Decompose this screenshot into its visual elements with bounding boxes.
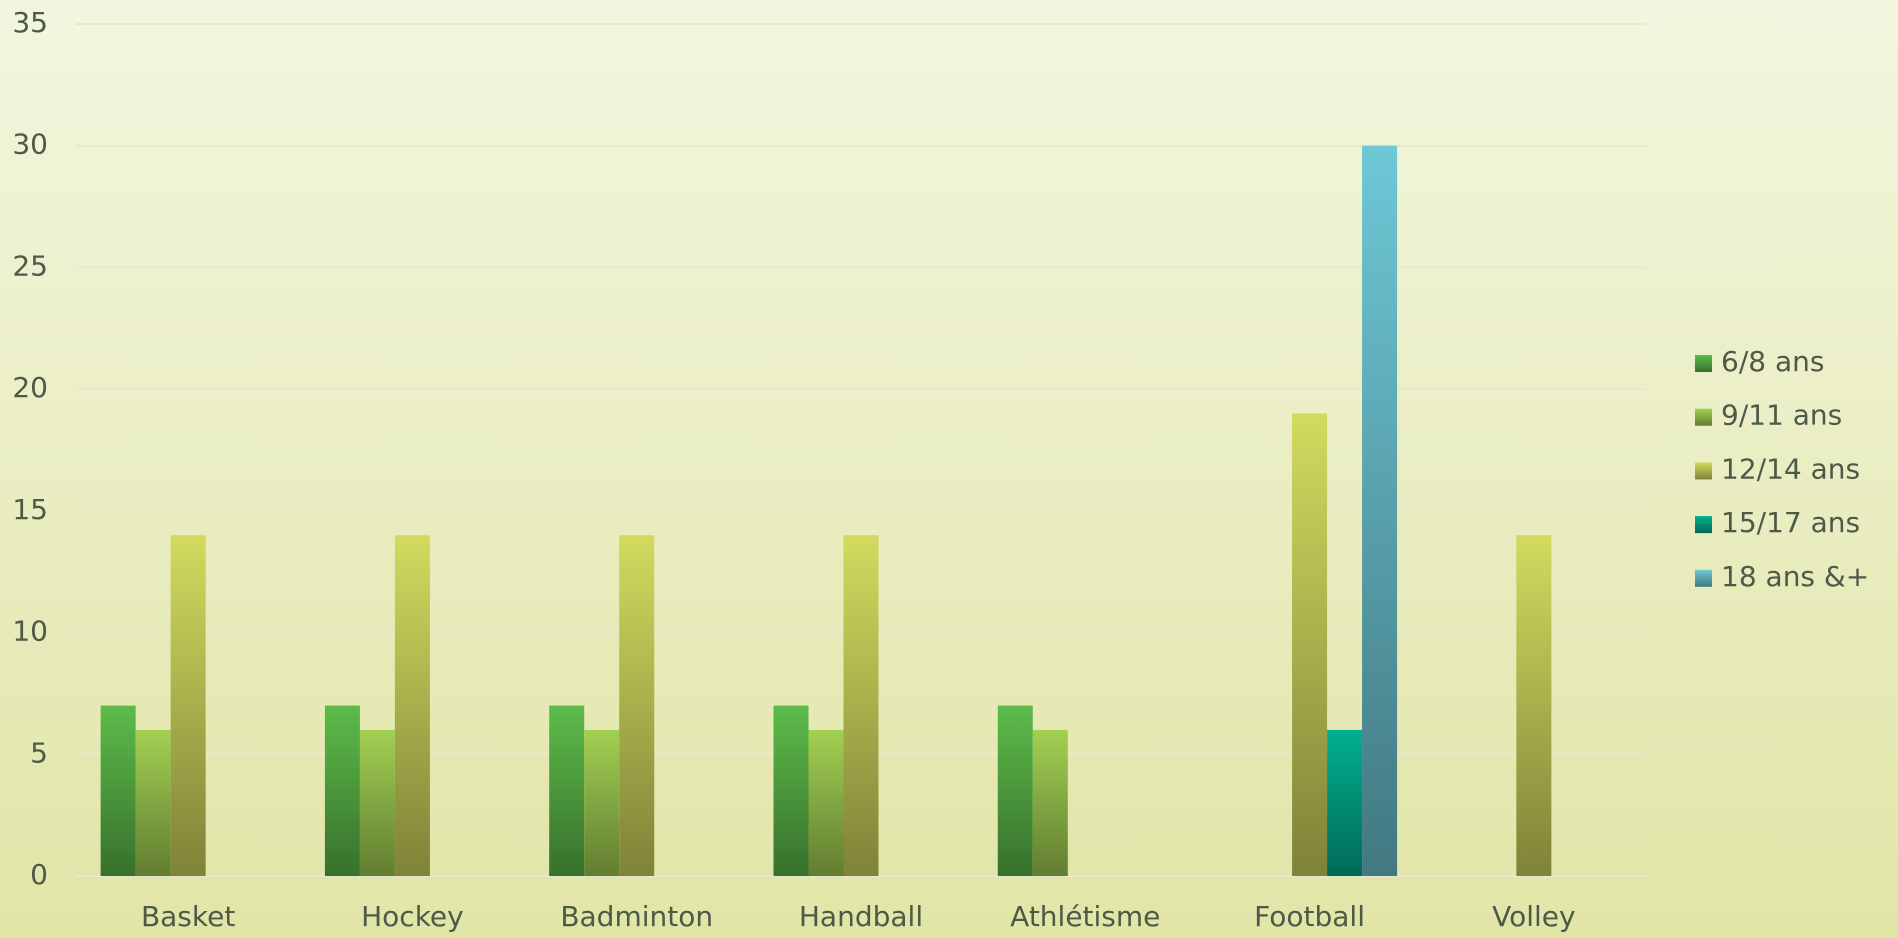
y-tick-label: 35 bbox=[12, 6, 48, 39]
bar-shade bbox=[1032, 729, 1068, 876]
bar-shade bbox=[359, 729, 395, 876]
legend-label: 18 ans &+ bbox=[1721, 560, 1869, 593]
legend-swatch-shade bbox=[1695, 355, 1712, 372]
bar-shade bbox=[997, 705, 1033, 876]
legend-label: 6/8 ans bbox=[1721, 345, 1824, 378]
legend-swatch-shade bbox=[1695, 516, 1712, 534]
bar-shade bbox=[135, 729, 171, 876]
bar-shade bbox=[584, 729, 620, 876]
y-tick-label: 25 bbox=[12, 249, 48, 282]
y-tick-label: 15 bbox=[12, 493, 48, 526]
legend-swatch-shade bbox=[1695, 408, 1712, 426]
bar-shade bbox=[1292, 413, 1328, 876]
x-tick-label: Volley bbox=[1492, 900, 1575, 933]
y-tick-label: 20 bbox=[12, 371, 48, 404]
x-tick-label: Hockey bbox=[361, 900, 464, 933]
bar-shade bbox=[100, 705, 136, 876]
bar-shade bbox=[808, 729, 844, 876]
legend-label: 12/14 ans bbox=[1721, 452, 1860, 485]
x-tick-label: Badminton bbox=[560, 900, 713, 933]
x-tick-label: Football bbox=[1254, 900, 1365, 933]
x-tick-label: Handball bbox=[799, 900, 923, 933]
bar-shade bbox=[170, 535, 206, 876]
legend-swatch-shade bbox=[1695, 569, 1712, 587]
bar-shade bbox=[1516, 535, 1552, 876]
legend-label: 9/11 ans bbox=[1721, 399, 1842, 432]
x-tick-label: Athlétisme bbox=[1010, 900, 1160, 933]
bar-shade bbox=[1362, 145, 1398, 876]
legend-swatch-shade bbox=[1695, 462, 1712, 480]
bar-shade bbox=[549, 705, 585, 876]
x-tick-label: Basket bbox=[141, 900, 235, 933]
bar-shade bbox=[324, 705, 360, 876]
y-tick-label: 0 bbox=[30, 858, 48, 891]
bar-shade bbox=[843, 535, 879, 876]
bar-shade bbox=[1327, 729, 1363, 876]
bar-shade bbox=[394, 535, 430, 876]
legend-label: 15/17 ans bbox=[1721, 506, 1860, 539]
bar-shade bbox=[619, 535, 655, 876]
bar-shade bbox=[773, 705, 809, 876]
y-tick-label: 10 bbox=[12, 615, 48, 648]
y-tick-label: 30 bbox=[12, 128, 48, 161]
y-tick-label: 5 bbox=[30, 736, 48, 769]
